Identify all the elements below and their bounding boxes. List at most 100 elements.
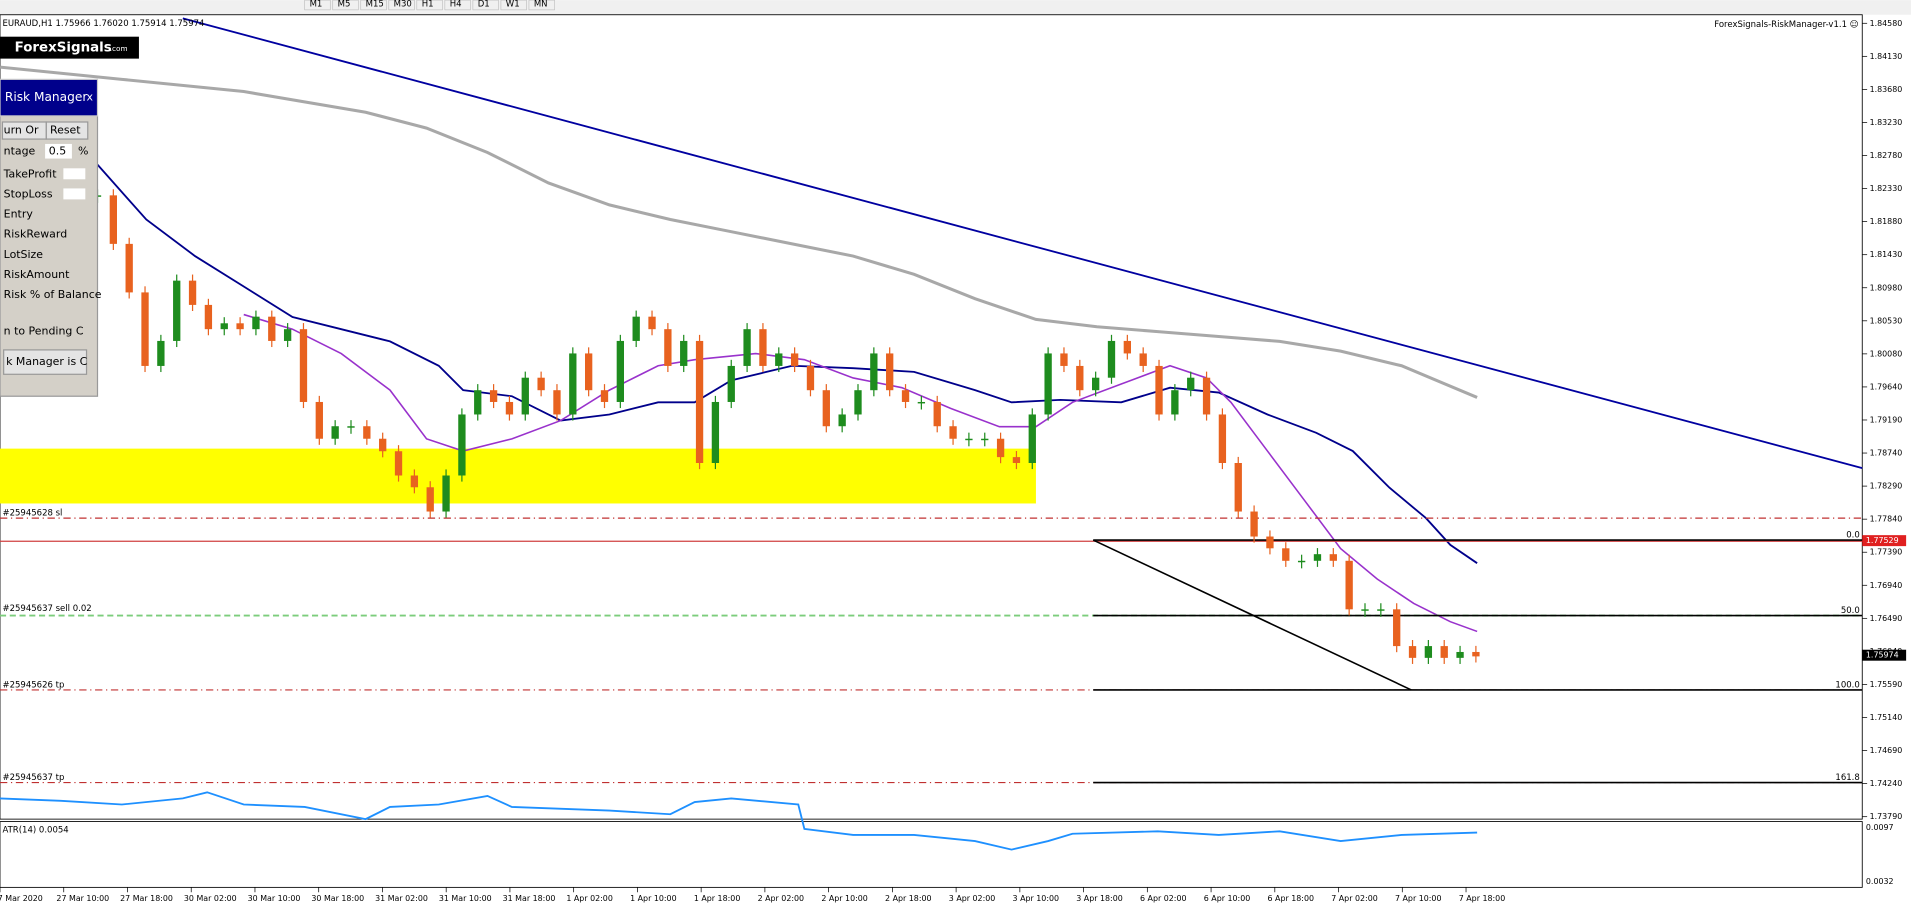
price-label: 1.79190 [1870,415,1903,424]
price-label: 1.84580 [1870,19,1903,28]
candle [901,390,910,402]
atr-area [0,821,1863,888]
timeframe-text: H1 [422,0,434,9]
candle [806,365,815,391]
timeframe-button[interactable] [528,0,555,11]
candle [664,329,672,366]
candle [1408,646,1417,658]
time-label: 3 Apr 02:00 [949,894,996,903]
ea-label: ForexSignals-RiskManager-v1.1 ☺ [1714,20,1858,30]
input[interactable] [63,168,86,180]
time-label: 6 Apr 02:00 [1140,894,1187,903]
field-label: TakeProfit [3,167,58,180]
candle [157,340,165,366]
chart-area [0,14,1863,820]
price-label: 1.73790 [1870,812,1903,821]
candle [1361,609,1369,611]
price-label: 1.76940 [1870,581,1903,590]
timeframe-text: MN [534,0,548,9]
candle [790,353,799,366]
atr-scale: 0.0032 [1866,877,1894,886]
price-label: 1.77840 [1870,515,1903,524]
candle [1456,651,1464,658]
time-label: 2 Apr 02:00 [758,894,805,903]
timeframe-text: M30 [394,0,412,9]
price-marker [1862,649,1907,661]
timeframe-button[interactable] [472,0,499,11]
price-label: 1.80530 [1870,316,1903,325]
field-label: StopLoss [4,188,53,201]
ma-slow [0,65,1478,399]
candle [1329,554,1337,561]
candle [204,304,213,330]
button[interactable] [45,121,89,140]
price-marker-text: 1.75974 [1866,651,1899,660]
panel-close[interactable]: x [87,91,94,104]
candle [886,353,894,391]
price-label: 1.75590 [1870,680,1903,689]
candle [775,353,783,366]
candle [648,316,656,330]
timeframe-button[interactable] [416,0,443,11]
candle [268,316,276,341]
price-label: 1.77390 [1870,548,1903,557]
candle [141,292,149,366]
candle [1218,414,1227,464]
candle [173,280,181,341]
time-label: 31 Mar 10:00 [439,894,492,903]
candle [1250,511,1258,537]
input[interactable] [63,188,86,200]
candle [996,438,1005,458]
candle [1076,365,1084,391]
candle [632,316,640,341]
candle [394,451,403,476]
timeframe-text: W1 [506,0,520,9]
time-label: 7 Apr 18:00 [1459,894,1506,903]
candle [1472,651,1480,657]
field-label: RiskReward [4,228,68,241]
candle [1266,536,1274,549]
candle [489,390,498,402]
button-text: urn Or [4,124,39,137]
candle [569,353,577,415]
time-label: 30 Mar 18:00 [311,894,364,903]
timeframe-button[interactable] [304,0,331,11]
timeframe-button[interactable] [444,0,471,11]
input[interactable] [45,143,72,159]
candle [838,414,846,427]
pending-button[interactable]: n to Pending C [4,325,84,338]
time-label: 1 Apr 10:00 [630,894,677,903]
timeframe-button[interactable] [332,0,359,11]
fib-label: 50.0 [1841,606,1860,616]
fib-label: 0.0 [1846,531,1860,541]
zone [0,448,1036,504]
candle [252,316,260,330]
time-label: 2 Apr 10:00 [821,894,868,903]
candle [1377,609,1385,611]
timeframe-text: M5 [338,0,351,9]
time-label: 27 Mar 10:00 [56,894,109,903]
price-axis: 1.84580 1.84130 1.83680 1.83230 1.82780 1.823… [1862,19,1902,821]
time-label: 7 Apr 10:00 [1395,894,1442,903]
time-label: 6 Apr 10:00 [1204,894,1251,903]
time-label: 30 Mar 02:00 [184,894,237,903]
candle [933,401,941,427]
price-label: 1.83230 [1870,118,1903,127]
candle [680,340,688,366]
candle [188,280,197,305]
panel-header[interactable] [0,78,99,117]
timeframe-button[interactable] [388,0,415,11]
timeframe-button[interactable] [360,0,387,11]
time-label: 31 Mar 02:00 [375,894,428,903]
price-label: 1.74240 [1870,779,1903,788]
ma-purple [243,313,1478,633]
candle [1187,377,1195,391]
candle [759,329,767,366]
timeframe-button[interactable] [500,0,527,11]
field-label: Risk % of Balance [4,288,102,301]
candle [537,377,545,391]
candle [410,475,419,488]
price-label: 1.84130 [1870,52,1903,61]
time-label: 1 Apr 18:00 [694,894,741,903]
time-label: 27 Mar 2020 [0,894,43,903]
